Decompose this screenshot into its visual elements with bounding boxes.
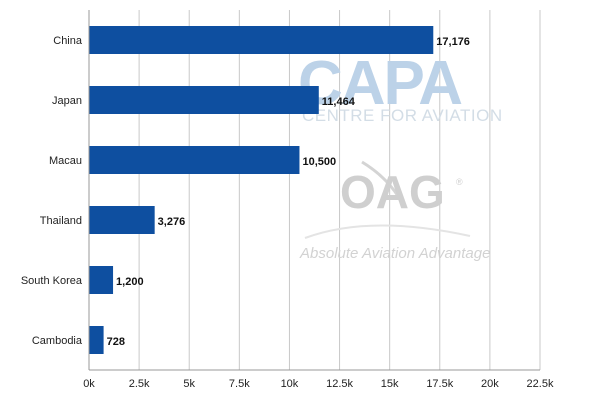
data-label: 10,500 (302, 156, 336, 168)
capa-logo-watermark: CAPA (298, 49, 462, 118)
category-label: Cambodia (32, 335, 83, 347)
data-label: 1,200 (116, 276, 144, 288)
data-label: 3,276 (158, 216, 186, 228)
category-label: China (53, 35, 83, 47)
oag-logo-watermark: OAG (340, 166, 445, 218)
bar (89, 86, 319, 114)
bars-layer (89, 26, 434, 354)
oag-swoosh-icon (304, 224, 471, 239)
data-label: 17,176 (436, 36, 470, 48)
x-tick-label: 2.5k (129, 378, 150, 390)
bar (89, 266, 114, 294)
x-tick-label: 12.5k (326, 378, 353, 390)
data-label: 728 (107, 336, 125, 348)
x-tick-label: 7.5k (229, 378, 250, 390)
category-label: South Korea (21, 275, 83, 287)
category-label: Thailand (40, 215, 82, 227)
axis-layer: 0k 2.5k 5k 7.5k 10k 12.5k 15k 17.5k 20k 22.5k (83, 10, 554, 390)
x-tick-label: 17.5k (426, 378, 453, 390)
data-label: 11,464 (322, 96, 356, 108)
capa-subtitle-watermark: CENTRE FOR AVIATION (302, 106, 503, 125)
watermark-layer: CAPA CENTRE FOR AVIATION OAG ® Absolute … (298, 49, 503, 262)
bar (89, 26, 434, 54)
x-tick-label: 10k (281, 378, 299, 390)
bar (89, 146, 300, 174)
bar (89, 326, 104, 354)
oag-arc-icon (361, 160, 400, 197)
x-tick-label: 15k (381, 378, 399, 390)
grid-layer (138, 10, 541, 370)
category-label: Macau (49, 155, 82, 167)
x-tick-label: 0k (83, 378, 95, 390)
registered-mark: ® (456, 177, 463, 187)
x-tick-label: 5k (183, 378, 195, 390)
labels-layer: China 17,176 Japan 11,464 Macau 10,500 Thailan… (21, 35, 470, 348)
x-tick-label: 22.5k (527, 378, 554, 390)
category-label: Japan (52, 95, 82, 107)
oag-tagline-watermark: Absolute Aviation Advantage (299, 245, 490, 262)
x-tick-label: 20k (481, 378, 499, 390)
bar (89, 206, 155, 234)
